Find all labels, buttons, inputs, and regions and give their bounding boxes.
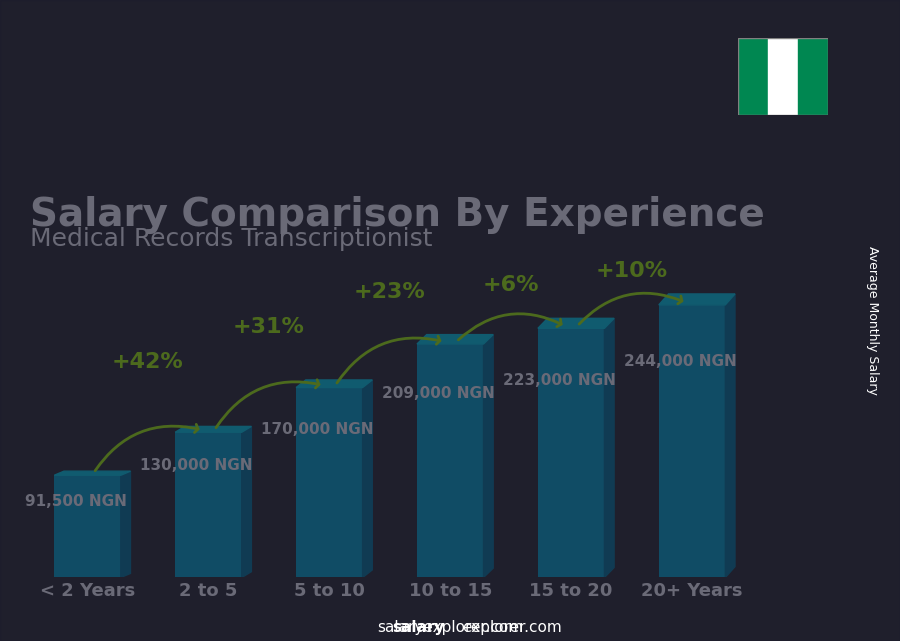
Bar [296, 388, 363, 578]
Polygon shape [483, 335, 493, 578]
Polygon shape [538, 319, 614, 328]
Bar [538, 328, 605, 578]
Text: Salary Comparison By Experience: Salary Comparison By Experience [31, 196, 765, 234]
Text: 91,500 NGN: 91,500 NGN [24, 494, 126, 509]
Text: +6%: +6% [482, 276, 539, 296]
Bar [768, 38, 798, 115]
Text: salaryexplorer.com: salaryexplorer.com [377, 620, 523, 635]
Polygon shape [363, 380, 373, 578]
Bar [659, 305, 725, 578]
Polygon shape [242, 426, 251, 578]
Text: salary: salary [392, 620, 445, 635]
Bar [54, 475, 121, 578]
Text: 130,000 NGN: 130,000 NGN [140, 458, 253, 473]
Polygon shape [417, 335, 493, 344]
Text: +10%: +10% [596, 261, 668, 281]
Polygon shape [54, 471, 130, 475]
Polygon shape [605, 319, 614, 578]
Polygon shape [659, 294, 735, 305]
Bar [738, 38, 768, 115]
Text: Average Monthly Salary: Average Monthly Salary [867, 246, 879, 395]
Polygon shape [725, 294, 735, 578]
Text: 170,000 NGN: 170,000 NGN [261, 422, 374, 437]
Polygon shape [121, 471, 130, 578]
Polygon shape [296, 380, 373, 388]
Text: 223,000 NGN: 223,000 NGN [502, 373, 616, 388]
Bar [798, 38, 828, 115]
Text: +31%: +31% [233, 317, 305, 337]
Bar [176, 432, 242, 578]
Text: 209,000 NGN: 209,000 NGN [382, 386, 494, 401]
Polygon shape [176, 426, 251, 432]
Text: explorer.com: explorer.com [462, 620, 562, 635]
Text: 244,000 NGN: 244,000 NGN [624, 354, 736, 369]
Bar [417, 344, 483, 578]
Text: +23%: +23% [354, 282, 426, 302]
Text: Medical Records Transcriptionist: Medical Records Transcriptionist [31, 227, 433, 251]
Text: +42%: +42% [112, 353, 184, 372]
